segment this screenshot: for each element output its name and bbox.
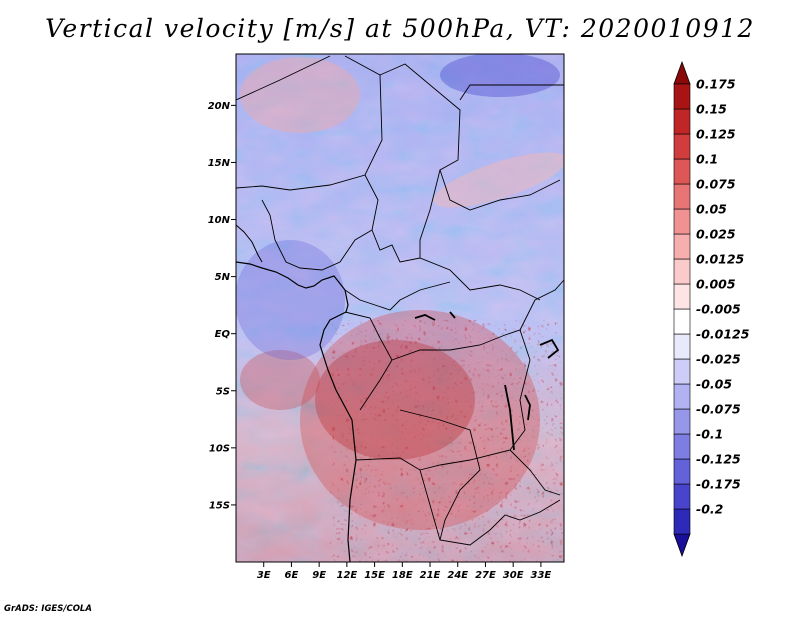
colorbar-segment bbox=[673, 133, 691, 160]
colorbar-segment bbox=[673, 458, 691, 485]
colorbar-label: -0.175 bbox=[696, 477, 741, 492]
lat-tick-label: 5N bbox=[215, 272, 231, 283]
field-zone-west bbox=[240, 350, 320, 410]
colorbar-label: 0.0125 bbox=[696, 252, 745, 267]
field-speckle bbox=[330, 320, 564, 562]
map-panel bbox=[236, 54, 564, 562]
colorbar-label: -0.025 bbox=[696, 352, 741, 367]
colorbar-label: 0.005 bbox=[696, 277, 736, 292]
lon-tick-label: 3E bbox=[257, 570, 271, 581]
colorbar-label: 0.075 bbox=[696, 177, 736, 192]
colorbar-segment bbox=[673, 508, 691, 535]
colorbar: 0.175 0.15 0.125 0.1 0.075 0.05 0.025 0.0125 0.0… bbox=[673, 60, 750, 558]
lon-tick-label: 6E bbox=[285, 570, 299, 581]
latitude-axis: 20N 15N 10N 5N EQ 5S 10S 15S bbox=[208, 101, 236, 511]
lat-tick-label: 5S bbox=[216, 386, 230, 397]
colorbar-label: -0.075 bbox=[696, 402, 741, 417]
colorbar-label: -0.0125 bbox=[696, 327, 750, 342]
lon-tick-label: 30E bbox=[503, 570, 524, 581]
colorbar-segment bbox=[673, 408, 691, 435]
lon-tick-label: 33E bbox=[531, 570, 552, 581]
field-zone-ne bbox=[440, 54, 560, 97]
colorbar-label: 0.175 bbox=[696, 77, 736, 92]
map-frame bbox=[235, 53, 565, 563]
colorbar-segment bbox=[673, 208, 691, 235]
colorbar-segment bbox=[673, 308, 691, 335]
colorbar-label: 0.125 bbox=[696, 127, 736, 142]
colorbar-segment bbox=[673, 283, 691, 310]
lat-tick-label: 10S bbox=[209, 443, 230, 454]
colorbar-label: 0.15 bbox=[696, 102, 727, 117]
field-zone-gulf bbox=[236, 240, 345, 360]
field-zone-band bbox=[433, 152, 564, 208]
lat-tick-label: 20N bbox=[208, 101, 231, 112]
colorbar-segment bbox=[673, 333, 691, 360]
colorbar-arrow-high bbox=[673, 60, 691, 85]
colorbar-label: -0.05 bbox=[696, 377, 732, 392]
colorbar-segment bbox=[673, 233, 691, 260]
lat-tick-label: EQ bbox=[215, 329, 231, 340]
colorbar-segment bbox=[673, 158, 691, 185]
colorbar-segment bbox=[673, 258, 691, 285]
colorbar-label: -0.125 bbox=[696, 452, 741, 467]
lon-tick-label: 24E bbox=[447, 570, 468, 581]
lon-tick-label: 9E bbox=[312, 570, 326, 581]
field-zone-north bbox=[240, 57, 360, 133]
lon-tick-label: 12E bbox=[336, 570, 357, 581]
credit-text: GrADS: IGES/COLA bbox=[4, 604, 92, 614]
colorbar-label: 0.025 bbox=[696, 227, 736, 242]
colorbar-label: 0.05 bbox=[696, 202, 727, 217]
colorbar-segment bbox=[673, 83, 691, 110]
lon-tick-label: 21E bbox=[420, 570, 441, 581]
colorbar-segment bbox=[673, 383, 691, 410]
colorbar-arrow-low bbox=[673, 533, 691, 558]
colorbar-segment bbox=[673, 183, 691, 210]
lon-tick-label: 15E bbox=[364, 570, 385, 581]
lat-tick-label: 15S bbox=[209, 500, 230, 511]
colorbar-segment bbox=[673, 358, 691, 385]
colorbar-label: -0.1 bbox=[696, 427, 723, 442]
longitude-axis: 3E 6E 9E 12E 15E 18E 21E 24E 27E 30E 33E bbox=[257, 562, 552, 581]
lat-tick-label: 15N bbox=[208, 158, 231, 169]
colorbar-label: -0.2 bbox=[696, 502, 723, 517]
colorbar-label: 0.1 bbox=[696, 152, 718, 167]
colorbar-segment bbox=[673, 433, 691, 460]
lat-tick-label: 10N bbox=[208, 215, 231, 226]
colorbar-label: -0.005 bbox=[696, 302, 741, 317]
lakes bbox=[414, 311, 560, 451]
colorbar-segment bbox=[673, 108, 691, 135]
lon-tick-label: 18E bbox=[392, 570, 413, 581]
colorbar-segment bbox=[673, 483, 691, 510]
coast-west bbox=[236, 224, 263, 263]
lon-tick-label: 27E bbox=[475, 570, 496, 581]
map-title: Vertical velocity [m/s] at 500hPa, VT: 2… bbox=[45, 14, 755, 43]
country-borders bbox=[236, 55, 564, 546]
coastline bbox=[236, 261, 357, 562]
